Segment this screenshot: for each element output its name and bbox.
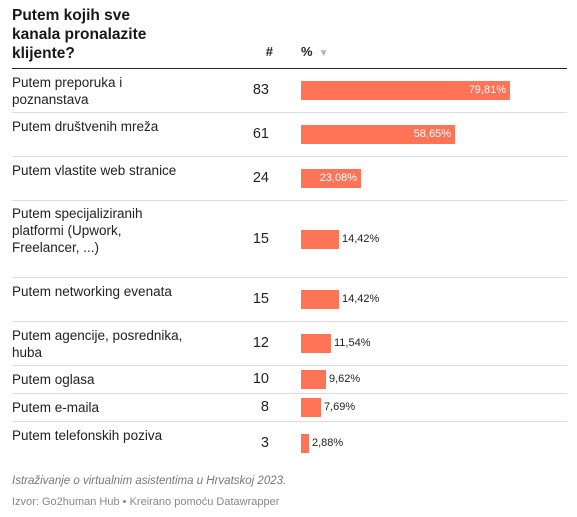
bar: [301, 334, 331, 353]
row-label: Putem telefonskih poziva: [12, 428, 163, 443]
table-row: Putem agencije, posrednika, huba 12 11,54%: [12, 322, 567, 366]
table-row: Putem oglasa 10 9,62%: [12, 366, 567, 394]
bar: [301, 230, 339, 249]
row-label: Putem networking evenata: [12, 284, 172, 299]
table-row: Putem vlastite web stranice 24 23,08%: [12, 157, 567, 201]
row-count: 8: [260, 399, 269, 415]
bar: [301, 125, 455, 144]
bar-value-label: 7,69%: [324, 401, 356, 413]
table-row: Putem preporuka i poznanstava 83 79,81%: [12, 69, 567, 113]
row-count: 3: [260, 435, 269, 451]
column-header-percent[interactable]: % ▼: [301, 44, 328, 59]
bar: [301, 169, 361, 188]
bar-value-label: 79,81%: [468, 84, 506, 96]
bar-value-label: 14,42%: [342, 293, 380, 305]
row-label: Putem društvenih mreža: [12, 119, 159, 134]
table-body: Putem preporuka i poznanstava 83 79,81% Put…: [12, 69, 567, 465]
table-row: Putem e-maila 8 7,69%: [12, 394, 567, 422]
row-count: 24: [252, 170, 269, 186]
column-header-percent-label: %: [301, 44, 313, 59]
row-count: 15: [252, 291, 269, 307]
bar-value-label: 11,54%: [334, 337, 371, 349]
row-count: 15: [252, 231, 269, 247]
footer-source: Izvor: Go2human Hub • Kreirano pomoću Da…: [12, 496, 280, 508]
bar: [301, 434, 309, 453]
table-header: Putem kojih sve kanala pronalazite klije…: [12, 0, 567, 69]
bar: [301, 398, 321, 417]
row-count: 61: [252, 126, 269, 142]
bar-value-label: 9,62%: [329, 373, 361, 385]
row-count: 83: [252, 82, 269, 98]
table-row: Putem telefonskih poziva 3 2,88%: [12, 422, 567, 465]
bar-value-label: 14,42%: [342, 233, 380, 245]
row-label: Putem e-maila: [12, 400, 100, 415]
table-row: Putem društvenih mreža 61 58,65%: [12, 113, 567, 157]
bar-value-label: 23,08%: [319, 172, 357, 184]
row-label: Putem specijaliziranih platformi (Upwork…: [12, 206, 143, 255]
table-row: Putem networking evenata 15 14,42%: [12, 278, 567, 322]
footer-note: Istraživanje o virtualnim asistentima u …: [12, 475, 287, 487]
row-label: Putem agencije, posrednika, huba: [12, 328, 183, 360]
bar: [301, 81, 510, 100]
row-label: Putem oglasa: [12, 372, 95, 387]
column-header-count[interactable]: #: [265, 44, 273, 59]
table-row: Putem specijaliziranih platformi (Upwork…: [12, 201, 567, 278]
sort-descending-icon[interactable]: ▼: [318, 48, 329, 59]
row-count: 10: [252, 371, 269, 387]
row-label: Putem vlastite web stranice: [12, 163, 177, 178]
bar-value-label: 58,65%: [413, 128, 451, 140]
chart-title: Putem kojih sve kanala pronalazite klije…: [12, 7, 147, 62]
row-count: 12: [252, 335, 269, 351]
bar: [301, 290, 339, 309]
row-label: Putem preporuka i poznanstava: [12, 75, 123, 107]
bar-value-label: 2,88%: [312, 437, 344, 449]
bar: [301, 370, 326, 389]
